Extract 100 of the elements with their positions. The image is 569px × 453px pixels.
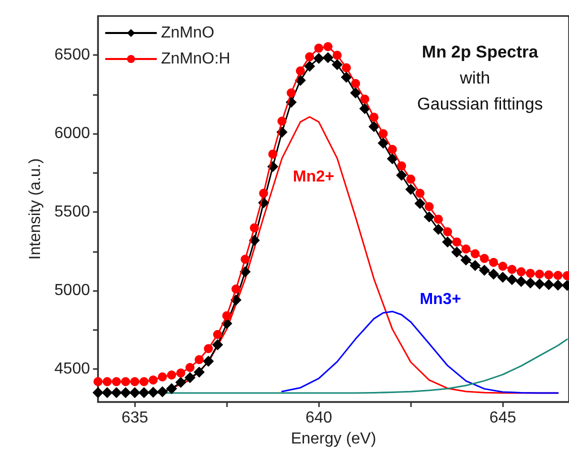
point: [388, 144, 397, 154]
point: [498, 262, 508, 271]
point: [359, 103, 370, 114]
point: [378, 129, 388, 138]
legend-label: ZnMnO: [161, 24, 214, 42]
point: [305, 52, 314, 62]
point: [296, 66, 305, 76]
point: [212, 339, 224, 350]
point: [535, 270, 544, 279]
point: [129, 387, 140, 398]
point: [360, 94, 370, 104]
point: [443, 227, 452, 236]
annotation: Gaussian fittings: [417, 94, 543, 114]
point: [268, 150, 278, 159]
point: [250, 223, 259, 232]
point: [120, 387, 132, 398]
point: [167, 370, 176, 380]
point: [232, 284, 240, 294]
point: [202, 356, 214, 367]
annotation: with: [458, 68, 490, 88]
point: [166, 383, 178, 394]
y-tick-label: 6000: [54, 125, 90, 142]
point: [102, 377, 112, 386]
point: [121, 377, 130, 386]
point: [480, 254, 489, 263]
point: [213, 330, 222, 340]
point: [516, 276, 527, 287]
point: [148, 386, 159, 398]
series-label: Mn2+: [292, 168, 334, 186]
point: [489, 258, 498, 267]
x-tick-label: 645: [489, 410, 516, 426]
point: [184, 372, 196, 384]
point: [130, 377, 140, 386]
point: [194, 355, 204, 364]
point: [552, 280, 564, 291]
point: [156, 386, 168, 398]
point: [506, 274, 518, 286]
point: [424, 202, 434, 212]
legend-label: ZnMnO:H: [161, 50, 230, 68]
point: [478, 264, 490, 276]
point: [470, 260, 481, 271]
point: [110, 387, 122, 398]
point: [112, 377, 121, 386]
point: [406, 174, 416, 184]
y-tick-label: 6500: [54, 46, 90, 64]
point: [140, 377, 148, 386]
point: [415, 188, 424, 198]
point: [470, 249, 480, 258]
point: [175, 376, 186, 388]
point: [452, 237, 462, 246]
point: [94, 377, 102, 386]
point: [405, 184, 416, 195]
point: [534, 278, 546, 290]
point: [259, 188, 268, 198]
point: [138, 387, 150, 398]
point: [342, 63, 351, 72]
point: [286, 88, 296, 98]
point: [507, 264, 516, 274]
point: [148, 376, 158, 385]
point: [424, 211, 435, 222]
point: [368, 121, 380, 132]
point: [332, 50, 342, 60]
point: [350, 87, 362, 98]
point: [332, 59, 343, 70]
point: [92, 387, 104, 398]
point: [442, 236, 454, 248]
y-tick-label: 5500: [54, 204, 90, 221]
y-tick-label: 5000: [54, 282, 90, 300]
point: [461, 244, 470, 254]
point: [313, 52, 324, 64]
point: [176, 368, 186, 378]
point: [277, 116, 286, 126]
point: [397, 161, 406, 170]
annotation: Mn 2p Spectra: [422, 42, 539, 62]
y-axis-title: Intensity (a.u.): [27, 158, 44, 260]
point: [304, 60, 316, 72]
point: [543, 279, 554, 290]
point: [460, 254, 472, 266]
point: [497, 272, 508, 283]
line-series: [281, 310, 559, 394]
point: [526, 268, 535, 278]
x-tick-label: 640: [305, 410, 332, 426]
point: [386, 153, 398, 164]
point: [323, 42, 332, 52]
point: [553, 270, 562, 280]
series-label: Mn3+: [420, 290, 462, 308]
point: [222, 311, 232, 320]
point: [240, 254, 250, 264]
point: [351, 78, 360, 88]
point: [396, 170, 408, 181]
point: [378, 138, 389, 149]
point: [204, 344, 213, 354]
point: [544, 270, 554, 280]
point: [314, 44, 324, 53]
point: [194, 366, 205, 378]
point: [322, 52, 334, 64]
point: [102, 387, 113, 398]
y-tick-label: 4500: [54, 360, 90, 378]
point: [524, 278, 536, 289]
point: [186, 362, 194, 372]
